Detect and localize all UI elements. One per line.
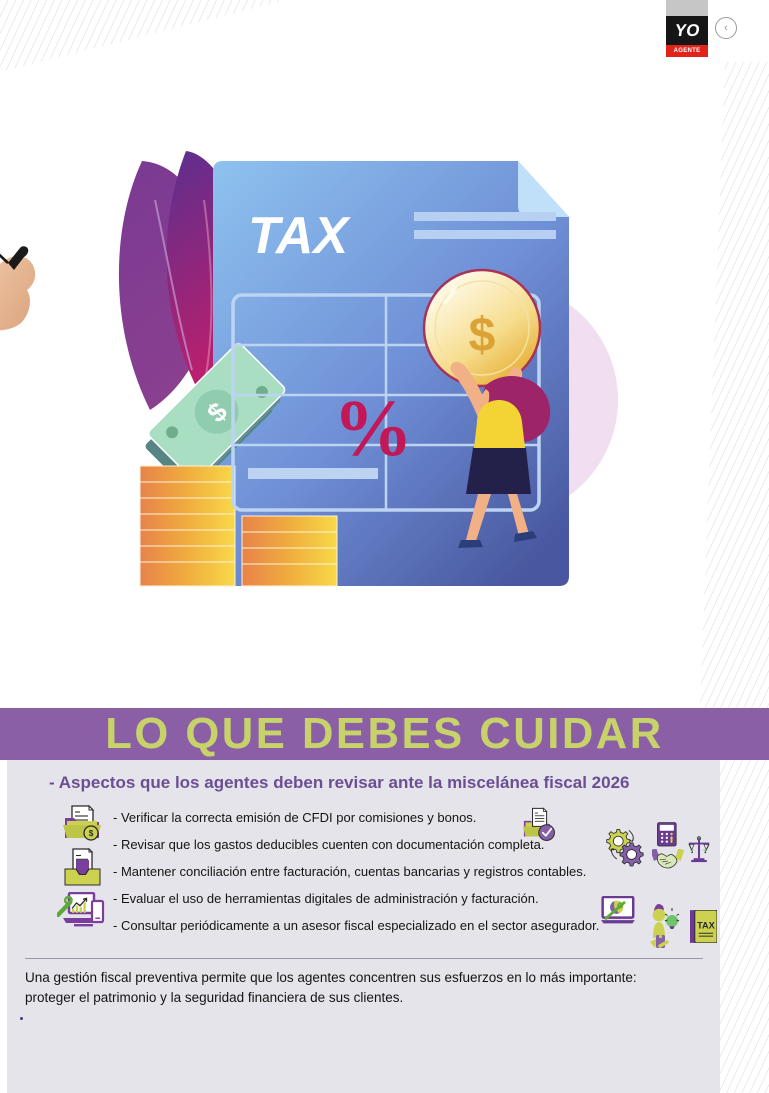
svg-text:%: %: [333, 385, 413, 473]
svg-text:$: $: [469, 309, 496, 362]
svg-text:TAX: TAX: [697, 920, 716, 930]
svg-text:TAX: TAX: [248, 207, 351, 265]
svg-text:$: $: [89, 828, 94, 838]
